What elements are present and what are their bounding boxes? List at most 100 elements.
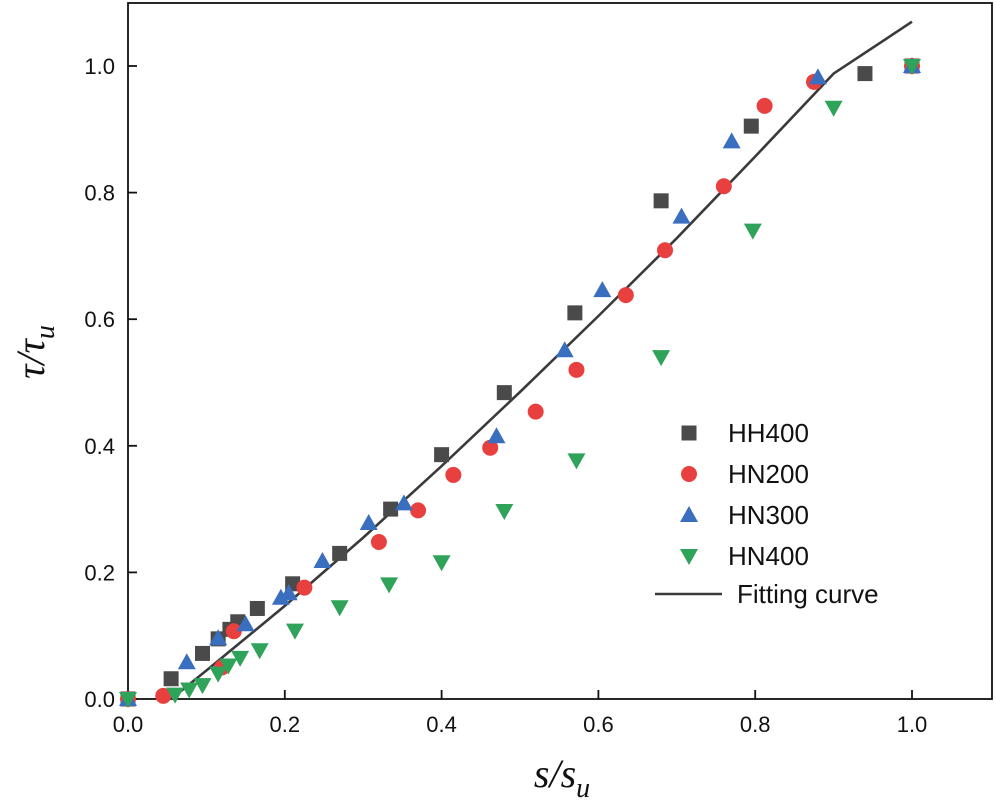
data-point-hn200 [370, 534, 387, 551]
legend-label-hn200: HN200 [728, 459, 809, 489]
data-point-hn400 [380, 577, 399, 594]
data-point-hn400 [330, 600, 349, 617]
data-markers [119, 57, 921, 708]
data-point-hn200 [410, 502, 427, 519]
data-point-hn300 [672, 207, 691, 224]
x-tick-label: 0.2 [270, 712, 301, 737]
data-point-hn200 [756, 97, 773, 114]
data-point-hn300 [394, 494, 413, 511]
legend-marker-hh400 [681, 425, 697, 441]
data-point-hn300 [271, 588, 290, 605]
x-axis-title-base: s [561, 751, 577, 796]
y-tick-label: 1.0 [84, 54, 115, 79]
data-point-hh400 [249, 600, 265, 616]
data-point-hh400 [857, 66, 873, 82]
data-point-hn400 [250, 643, 269, 660]
data-point-hn300 [279, 584, 298, 601]
legend-marker-hn300 [680, 506, 698, 522]
data-point-hn400 [119, 692, 137, 708]
data-point-hh400 [653, 193, 669, 209]
y-tick-label: 0.8 [84, 181, 115, 206]
legend-label-hh400: HH400 [728, 418, 809, 448]
fitting-curve-line [170, 20, 913, 701]
x-axis-title-main: s [534, 751, 550, 796]
data-point-hh400 [434, 447, 450, 463]
x-axis-title-sub: u [576, 773, 590, 804]
data-point-hn300 [808, 68, 827, 85]
x-tick-label: 0.6 [583, 712, 614, 737]
x-tick-label: 0.0 [113, 712, 144, 737]
data-point-hn400 [567, 453, 586, 470]
data-point-hn300 [177, 653, 196, 670]
data-point-hn300 [359, 514, 378, 531]
data-point-hn400 [209, 666, 228, 683]
data-point-hn300 [209, 629, 228, 646]
data-point-hn300 [236, 615, 255, 632]
data-point-hn300 [487, 427, 506, 444]
data-point-hn200 [527, 403, 544, 420]
series-hh400 [120, 58, 920, 707]
data-point-hn200 [568, 361, 585, 378]
data-point-hn200 [715, 178, 732, 195]
data-point-hn300 [555, 341, 574, 358]
data-point-hn200 [482, 439, 499, 456]
data-point-hn200 [296, 579, 313, 596]
y-axis-title-sep: / [8, 350, 53, 367]
data-point-hn400 [285, 623, 304, 640]
data-point-hn200 [657, 242, 674, 259]
legend-symbol-hn200 [681, 466, 697, 482]
y-tick-label: 0.0 [84, 687, 115, 712]
series-hn200 [120, 58, 920, 707]
x-tick-label: 1.0 [897, 712, 928, 737]
data-point-hn200 [445, 466, 462, 483]
data-point-hn400 [652, 350, 671, 367]
y-axis-title-main: τ [8, 363, 53, 379]
legend-symbol-hh400 [681, 425, 697, 441]
data-point-hn300 [313, 552, 332, 569]
y-tick-label: 0.2 [84, 560, 115, 585]
data-point-hn400 [193, 678, 212, 695]
data-point-hn200 [617, 287, 634, 304]
y-axis-title-sub: u [30, 325, 61, 339]
data-point-hh400 [383, 501, 399, 517]
data-point-hn400 [219, 658, 238, 675]
data-point-hn300 [722, 132, 741, 149]
y-axis-title: τ/τu [8, 325, 61, 379]
data-point-hn400 [903, 59, 921, 75]
data-point-hn400 [166, 687, 185, 704]
series-hn300 [119, 57, 921, 706]
legend-label-hn400: HN400 [728, 541, 809, 571]
legend: HH400 HN200 HN300 HN400 Fitting curve [655, 418, 879, 609]
legend-symbol-hn300 [680, 506, 698, 522]
data-point-hn300 [593, 281, 612, 298]
data-point-hh400 [194, 645, 210, 661]
legend-symbol-hn400 [680, 549, 698, 565]
y-axis: 0.0 0.2 0.4 0.6 0.8 1.0 [84, 54, 137, 712]
data-point-hn400 [231, 650, 250, 667]
data-point-hh400 [496, 385, 512, 401]
legend-label-fitting-curve: Fitting curve [737, 579, 879, 609]
data-point-hh400 [567, 305, 583, 321]
data-point-hn200 [225, 623, 242, 640]
legend-label-hn300: HN300 [728, 500, 809, 530]
legend-marker-hn400 [680, 549, 698, 565]
data-point-hh400 [332, 545, 348, 561]
data-point-hn400 [432, 555, 451, 572]
y-tick-label: 0.4 [84, 434, 115, 459]
y-axis-title-base: τ [8, 337, 53, 353]
plot-frame [127, 2, 993, 700]
data-point-hn400 [743, 223, 762, 240]
legend-marker-hn200 [681, 466, 697, 482]
x-axis: 0.0 0.2 0.4 0.6 0.8 1.0 [113, 690, 928, 737]
data-point-hh400 [743, 118, 759, 134]
y-tick-label: 0.6 [84, 307, 115, 332]
data-point-hh400 [163, 671, 179, 687]
data-point-hn400 [495, 503, 514, 520]
data-point-hn400 [180, 682, 199, 699]
data-point-hn400 [824, 100, 843, 117]
x-tick-label: 0.8 [740, 712, 771, 737]
x-axis-title: s/su [534, 751, 590, 804]
x-axis-title-sep: / [547, 751, 564, 796]
series-hn400 [119, 59, 921, 708]
